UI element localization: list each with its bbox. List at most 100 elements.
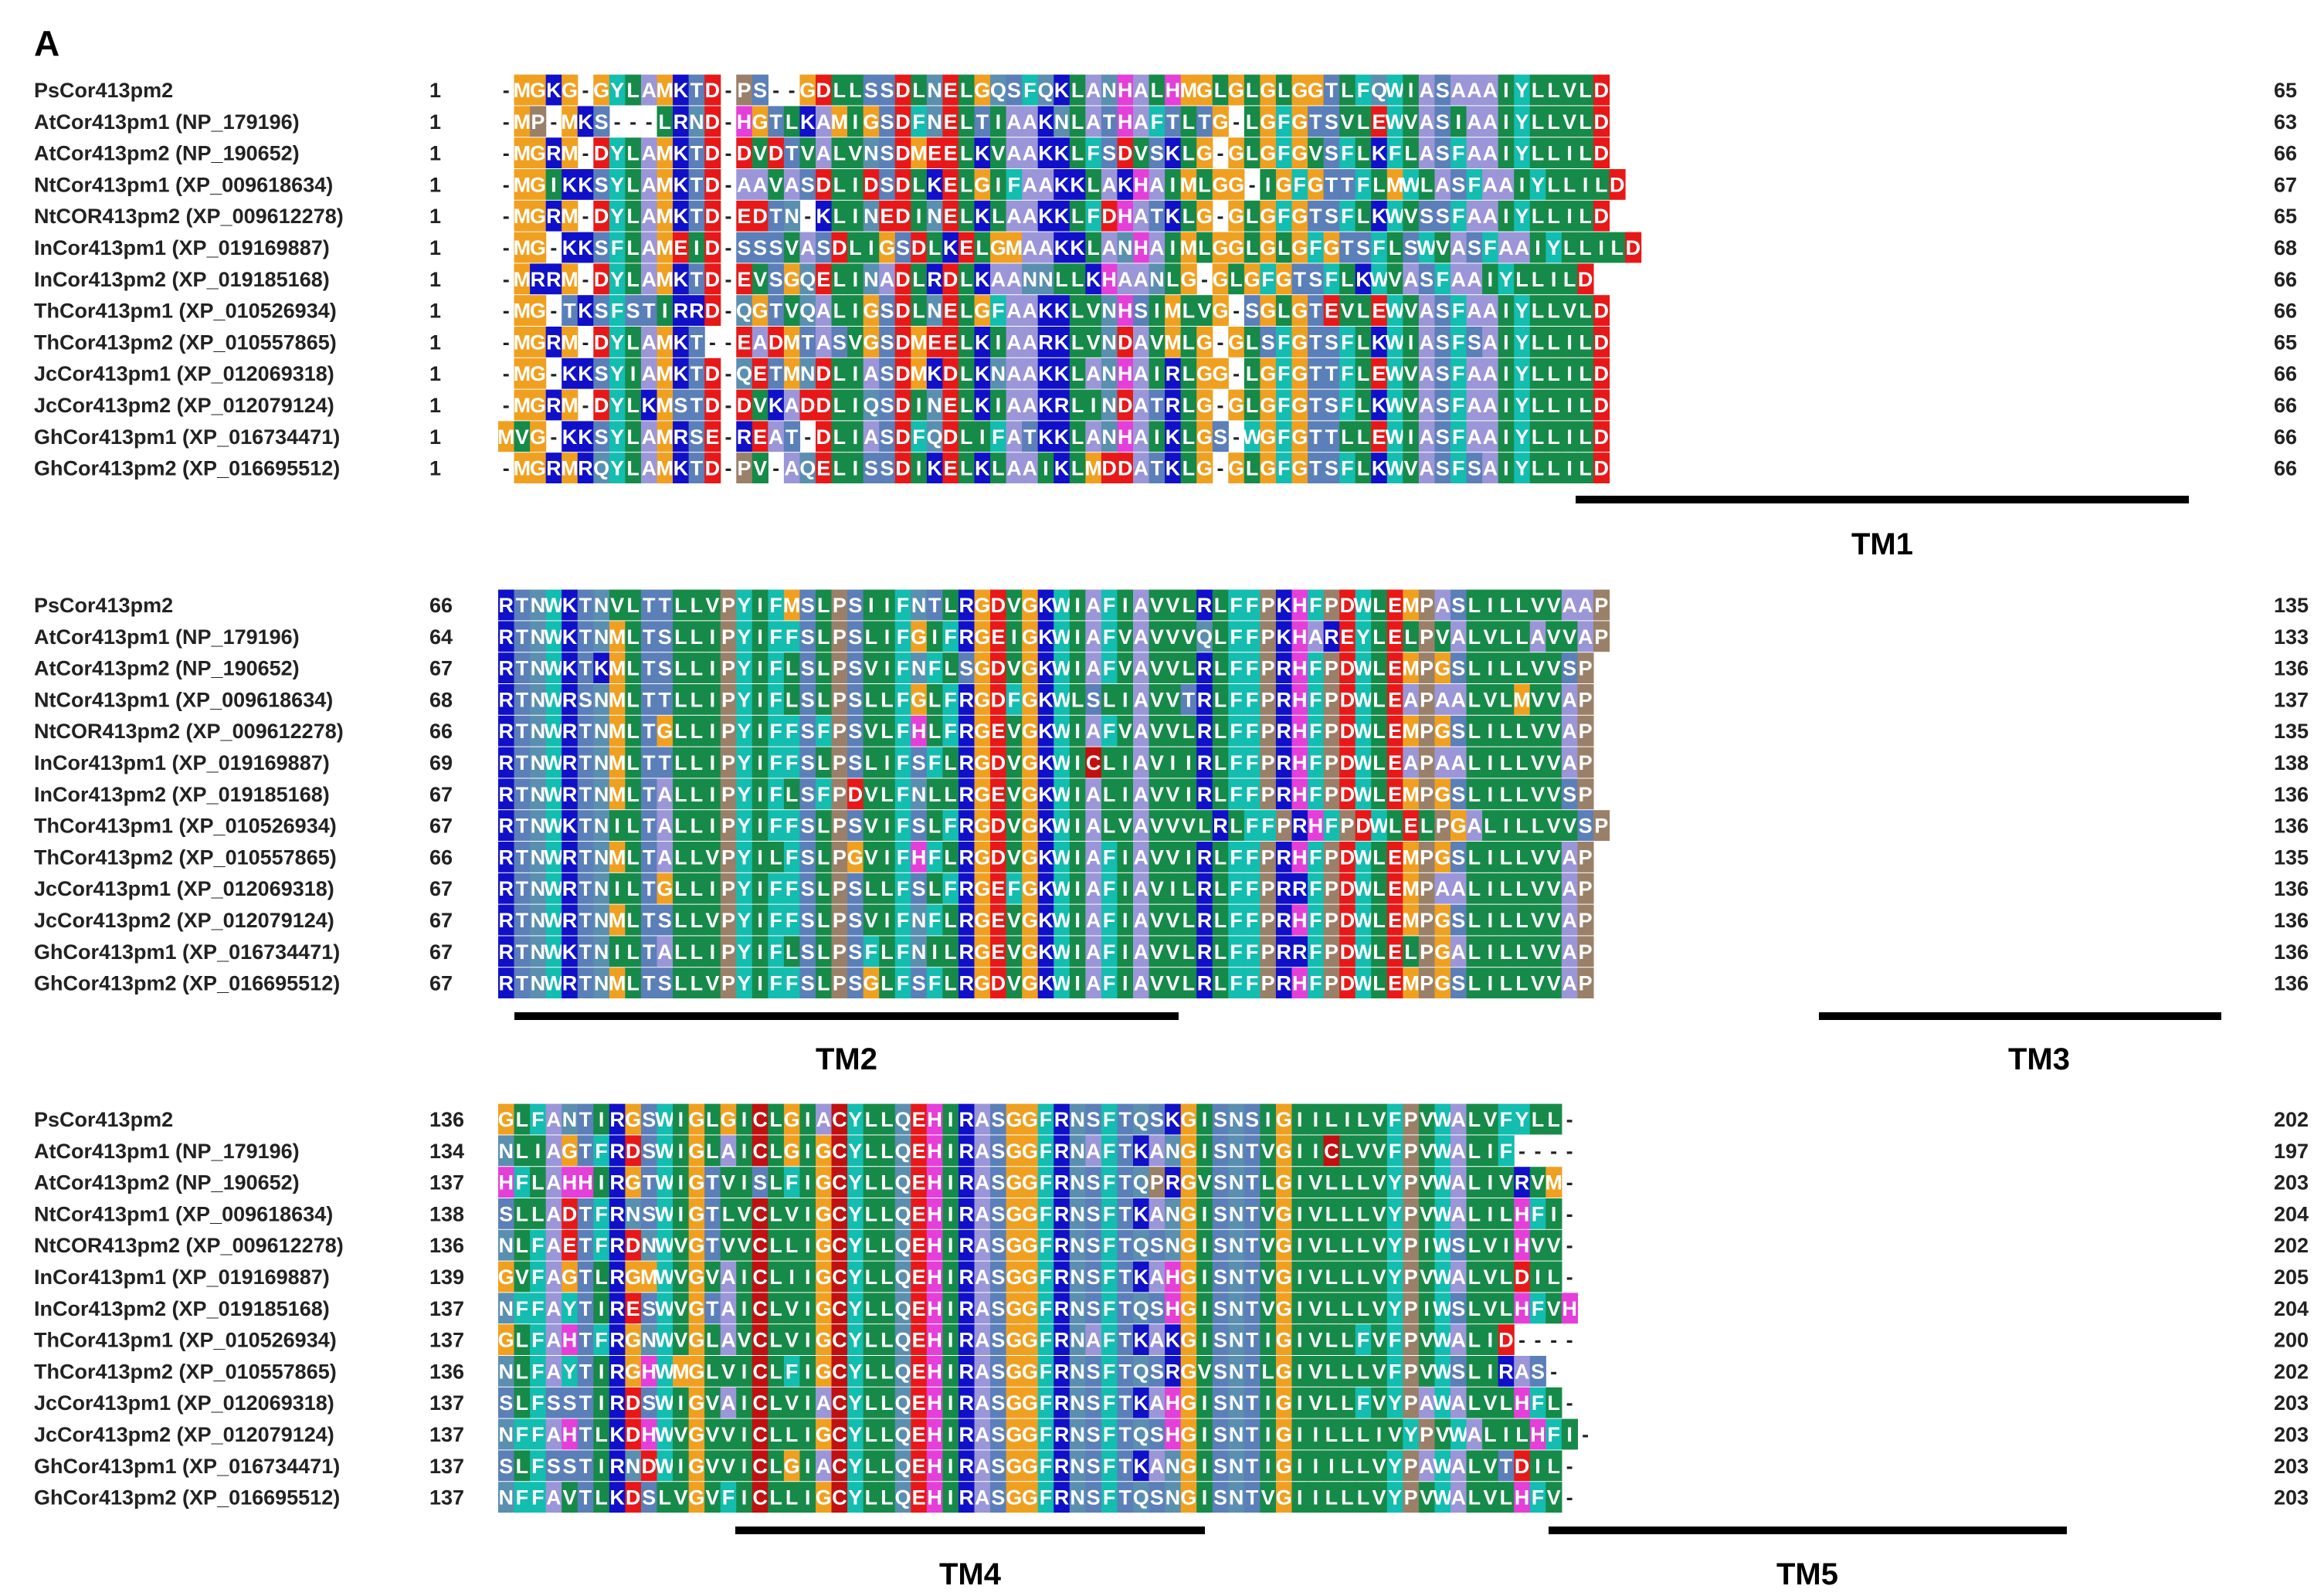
residue-letter: W: [1052, 688, 1072, 711]
residue-letter: V: [1197, 1171, 1211, 1194]
residue-letter: F: [1087, 142, 1100, 165]
residue-letter: F: [1040, 1360, 1053, 1383]
residue-letter: I: [757, 972, 763, 995]
residue-letter: I: [1122, 783, 1128, 806]
residue-cell: [752, 169, 769, 200]
residue-letter: W: [655, 1108, 675, 1131]
residue-letter: A: [737, 173, 752, 196]
residue-letter: I: [614, 815, 620, 838]
residue-letter: I: [1074, 972, 1081, 995]
residue-letter: K: [562, 940, 578, 964]
residue-letter: I: [805, 1329, 811, 1352]
residue-letter: R: [609, 1391, 625, 1415]
residue-letter: N: [1054, 110, 1070, 134]
residue-letter: C: [832, 1360, 847, 1383]
residue-letter: T: [643, 594, 656, 617]
residue-letter: N: [1070, 1108, 1085, 1131]
residue-letter: I: [1297, 1391, 1303, 1415]
residue-letter: A: [1435, 688, 1450, 711]
gap-mark: -: [503, 110, 510, 134]
residue-cell: [1196, 232, 1213, 263]
residue-letter: F: [516, 1297, 529, 1320]
residue-letter: F: [1103, 1202, 1116, 1225]
residue-letter: F: [944, 720, 957, 743]
residue-letter: G: [974, 625, 990, 649]
residue-cell: [625, 263, 642, 295]
residue-letter: L: [1547, 330, 1560, 354]
residue-letter: F: [1103, 1171, 1116, 1194]
residue-cell: [768, 200, 785, 232]
residue-letter: T: [579, 657, 592, 680]
residue-cell: [1529, 74, 1546, 106]
gap-mark: -: [550, 110, 557, 134]
residue-letter: V: [1531, 877, 1545, 900]
residue-letter: A: [1086, 972, 1101, 995]
residue-letter: G: [863, 330, 879, 354]
residue-letter: M: [609, 972, 626, 995]
residue-cell: [1117, 74, 1134, 106]
residue-letter: E: [1340, 625, 1354, 649]
residue-letter: H: [927, 1297, 942, 1320]
residue-letter: S: [991, 1140, 1005, 1163]
residue-letter: F: [1040, 1171, 1053, 1194]
residue-letter: N: [911, 783, 927, 806]
residue-cell: [752, 106, 769, 137]
residue-letter: L: [1579, 330, 1592, 354]
residue-letter: K: [1118, 173, 1133, 196]
residue-cell: [1196, 200, 1213, 232]
residue-letter: F: [769, 877, 782, 900]
residue-letter: P: [1420, 909, 1434, 932]
residue-letter: I: [1265, 1329, 1271, 1352]
residue-letter: P: [833, 940, 847, 964]
residue-letter: G: [816, 1297, 832, 1320]
residue-letter: F: [1341, 394, 1354, 417]
residue-letter: K: [1054, 362, 1070, 385]
residue-letter: N: [1229, 1202, 1244, 1225]
residue-letter: I: [1202, 1391, 1208, 1415]
residue-letter: N: [927, 394, 942, 417]
gap-mark: -: [724, 205, 731, 228]
residue-cell: [688, 74, 705, 106]
residue-letter: S: [1308, 268, 1322, 291]
residue-letter: K: [594, 657, 609, 680]
residue-cell: [1450, 169, 1467, 200]
residue-letter: L: [817, 909, 830, 932]
residue-letter: A: [721, 1329, 736, 1352]
residue-letter: N: [800, 362, 816, 385]
gap-mark: -: [503, 330, 510, 354]
residue-letter: V: [1420, 1171, 1434, 1194]
residue-letter: L: [659, 110, 672, 134]
residue-letter: D: [594, 205, 609, 228]
residue-letter: P: [1579, 783, 1593, 806]
residue-letter: L: [833, 205, 847, 228]
residue-letter: R: [1165, 394, 1181, 417]
residue-letter: W: [1385, 362, 1405, 385]
residue-letter: L: [690, 783, 704, 806]
residue-letter: N: [1070, 1140, 1085, 1163]
residue-letter: A: [1086, 909, 1101, 932]
residue-letter: V: [1372, 1329, 1386, 1352]
residue-letter: E: [753, 362, 767, 385]
residue-letter: I: [757, 815, 763, 838]
residue-letter: L: [706, 1360, 719, 1383]
residue-letter: A: [1467, 300, 1482, 323]
residue-letter: S: [1213, 1360, 1227, 1383]
residue-letter: L: [1357, 362, 1370, 385]
residue-cell: [1228, 200, 1245, 232]
residue-letter: T: [1118, 1140, 1132, 1163]
residue-cell: [1466, 137, 1483, 168]
residue-cell: [1212, 232, 1229, 263]
residue-letter: L: [928, 688, 942, 711]
residue-letter: R: [674, 300, 689, 323]
residue-letter: M: [1402, 657, 1420, 680]
residue-letter: D: [816, 425, 832, 449]
gap-mark: -: [614, 110, 621, 134]
residue-cell: [863, 137, 880, 168]
residue-letter: D: [1101, 457, 1117, 480]
residue-letter: T: [1246, 1171, 1259, 1194]
residue-letter: G: [1276, 173, 1292, 196]
residue-letter: W: [1433, 1234, 1453, 1257]
residue-letter: S: [801, 877, 815, 900]
residue-cell: [1037, 106, 1054, 137]
residue-letter: T: [516, 720, 529, 743]
